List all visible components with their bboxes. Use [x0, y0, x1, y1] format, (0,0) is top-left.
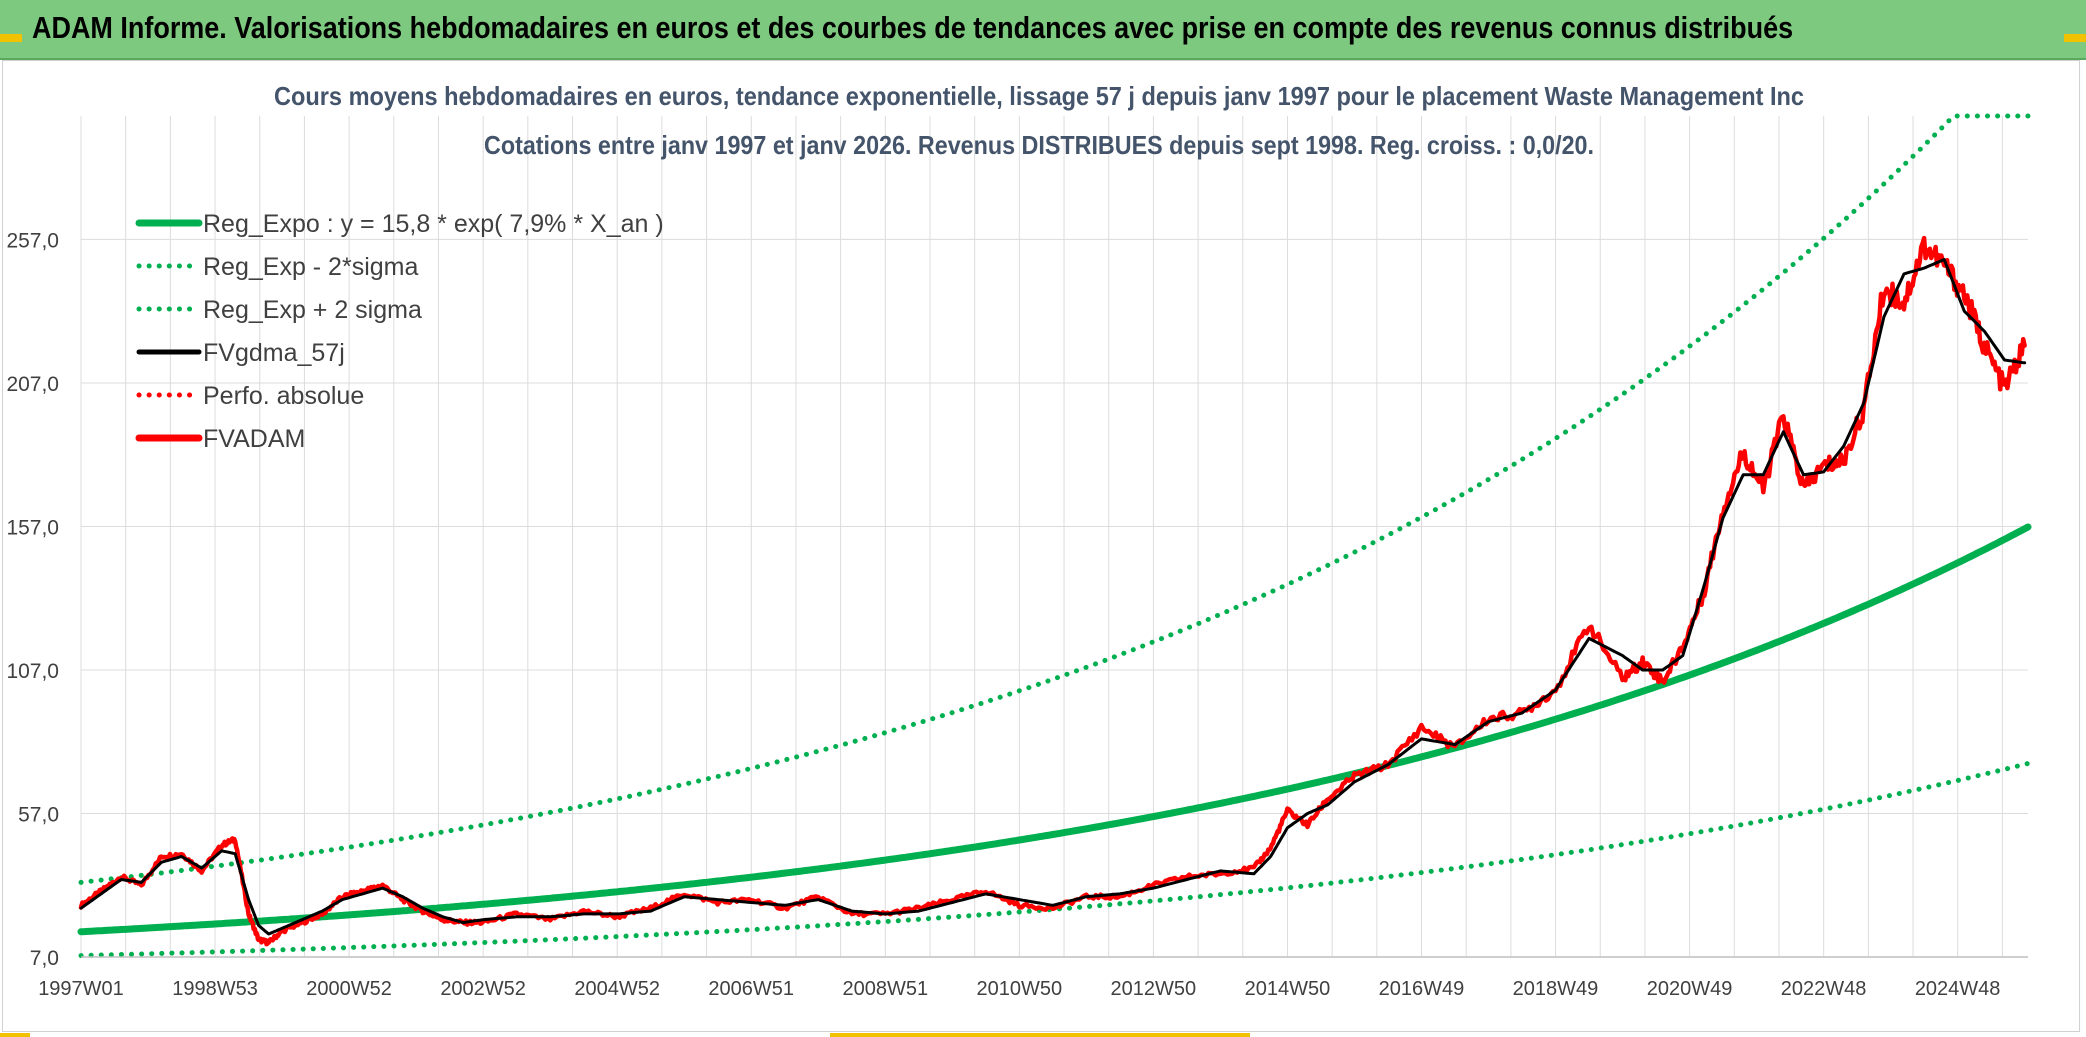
- legend-label-5: FVADAM: [203, 425, 305, 453]
- legend-label-3: FVgdma_57j: [203, 339, 345, 367]
- corner-mark-left: [0, 34, 22, 42]
- chart-frame: Cours moyens hebdomadaires en euros, ten…: [2, 60, 2080, 1032]
- x-tick-label: 2004W52: [574, 978, 660, 1000]
- report-banner: ADAM Informe. Valorisations hebdomadaire…: [0, 0, 2086, 60]
- x-tick-label: 1997W01: [38, 978, 124, 1000]
- series-line-5: [78, 235, 2027, 947]
- x-tick-label: 2000W52: [306, 978, 392, 1000]
- chart-title: Cours moyens hebdomadaires en euros, ten…: [274, 81, 1804, 111]
- legend-label-4: Perfo. absolue: [203, 382, 364, 410]
- bottom-mark-left: [0, 1033, 30, 1037]
- x-tick-label: 2010W50: [977, 978, 1063, 1000]
- series-layer: [77, 113, 2032, 959]
- report-banner-title: ADAM Informe. Valorisations hebdomadaire…: [32, 10, 1794, 45]
- chart-subtitle: Cotations entre janv 1997 et janv 2026. …: [484, 130, 1594, 160]
- series-line-1: [78, 761, 2031, 959]
- x-tick-label: 2008W51: [842, 978, 928, 1000]
- legend-label-2: Reg_Exp + 2 sigma: [203, 296, 422, 324]
- legend-label-0: Reg_Expo : y = 15,8 * exp( 7,9% * X_an ): [203, 210, 664, 238]
- y-tick-label: 157,0: [6, 516, 59, 539]
- x-tick-label: 2014W50: [1245, 978, 1331, 1000]
- x-tick-label: 2020W49: [1647, 978, 1733, 1000]
- legend: Reg_Expo : y = 15,8 * exp( 7,9% * X_an )…: [135, 210, 664, 453]
- x-tick-label: 2006W51: [708, 978, 794, 1000]
- y-tick-label: 107,0: [6, 660, 59, 683]
- axes-layer: 7,0 57,0 107,0 157,0 207,0 257,0 1997W01 1998W5…: [6, 229, 2028, 1000]
- bottom-mark-center: [830, 1033, 1250, 1037]
- y-tick-label: 257,0: [6, 229, 59, 252]
- corner-mark-right: [2064, 34, 2086, 42]
- line-chart: Cours moyens hebdomadaires en euros, ten…: [6, 81, 2032, 1000]
- x-tick-label: 2016W49: [1379, 978, 1465, 1000]
- x-tick-label: 2002W52: [440, 978, 526, 1000]
- x-tick-label: 2022W48: [1781, 978, 1867, 1000]
- legend-label-1: Reg_Exp - 2*sigma: [203, 253, 418, 281]
- x-tick-label: 1998W53: [172, 978, 258, 1000]
- x-tick-label: 2018W49: [1513, 978, 1599, 1000]
- series-line-0: [77, 523, 2032, 936]
- series-line-3: [79, 258, 2027, 936]
- x-tick-label: 2012W50: [1111, 978, 1197, 1000]
- y-tick-label: 207,0: [6, 373, 59, 396]
- y-tick-label: 7,0: [30, 947, 59, 970]
- y-tick-label: 57,0: [18, 803, 59, 826]
- x-tick-label: 2024W48: [1915, 978, 2001, 1000]
